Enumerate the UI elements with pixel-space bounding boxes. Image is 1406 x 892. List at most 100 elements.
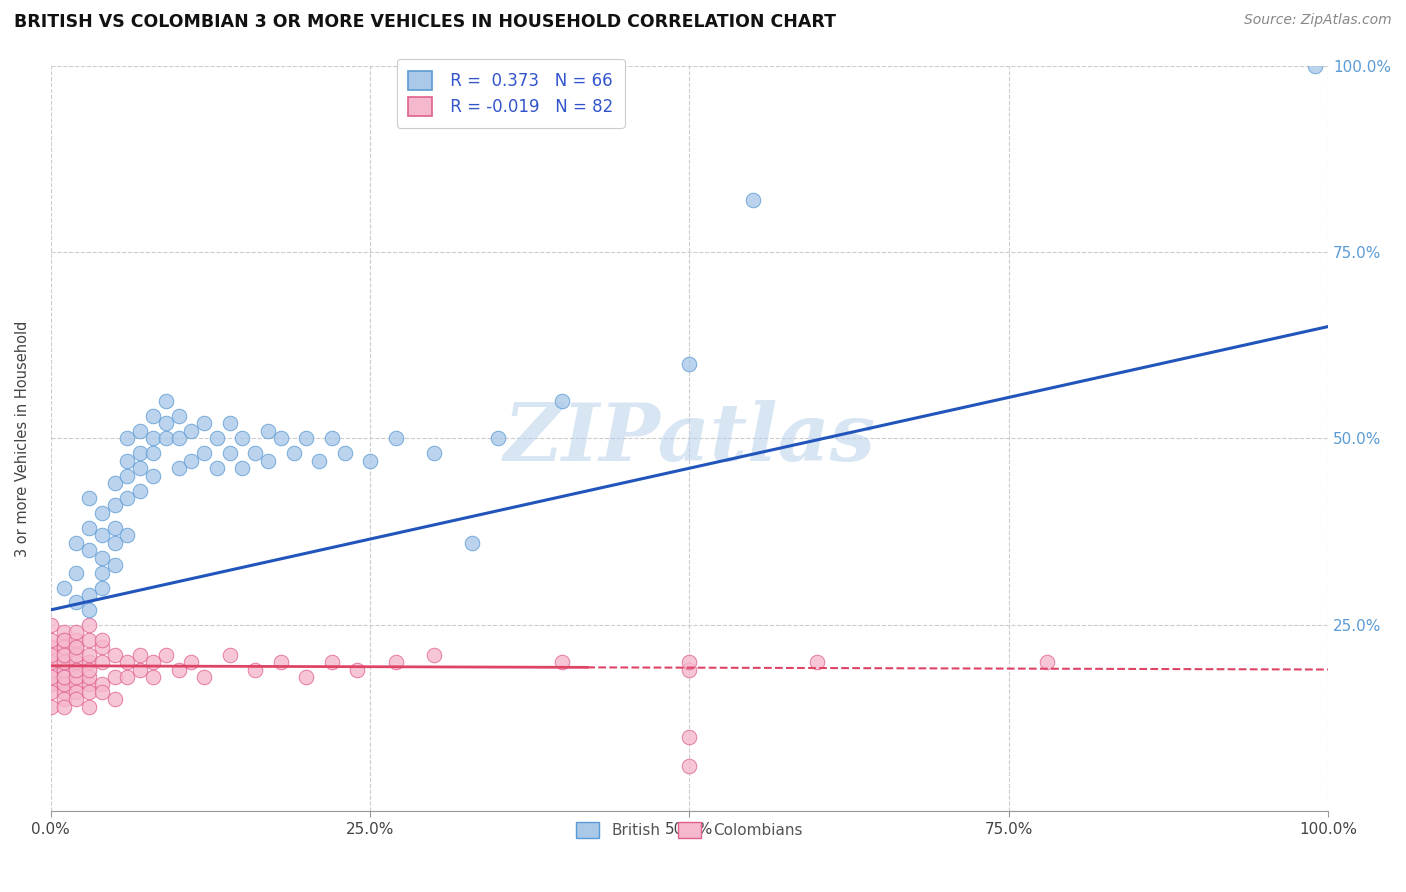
Point (65, 632, 87, 647)
Point (52, 685, 75, 699)
Point (52, 663, 75, 677)
Point (117, 468, 139, 483)
Point (142, 409, 165, 423)
Point (142, 655, 165, 669)
Point (142, 670, 165, 684)
Point (321, 655, 343, 669)
Point (321, 431, 343, 445)
Point (155, 648, 177, 662)
Point (39, 648, 62, 662)
Point (486, 431, 509, 445)
Point (678, 663, 700, 677)
Point (142, 468, 165, 483)
Point (65, 670, 87, 684)
Point (167, 409, 190, 423)
Point (52, 655, 75, 669)
Point (551, 655, 574, 669)
Point (52, 632, 75, 647)
Point (167, 431, 190, 445)
Point (90, 566, 112, 580)
Point (104, 648, 127, 662)
Point (117, 528, 139, 542)
Point (52, 648, 75, 662)
Point (180, 424, 202, 438)
Point (333, 446, 356, 460)
Point (205, 461, 228, 475)
Point (65, 648, 87, 662)
Point (295, 431, 318, 445)
Point (1036, 655, 1059, 669)
Point (39, 655, 62, 669)
Point (257, 454, 280, 468)
Point (77, 655, 100, 669)
Point (90, 581, 112, 595)
Point (308, 454, 330, 468)
Point (218, 648, 240, 662)
Point (117, 655, 139, 669)
Point (65, 640, 87, 655)
Point (180, 655, 202, 669)
Point (52, 640, 75, 655)
Point (77, 670, 100, 684)
Point (423, 446, 446, 460)
Point (551, 394, 574, 409)
Point (77, 632, 100, 647)
Point (65, 685, 87, 699)
Text: Source: ZipAtlas.com: Source: ZipAtlas.com (1244, 13, 1392, 28)
Point (104, 476, 127, 491)
Point (65, 640, 87, 655)
Point (155, 394, 177, 409)
Point (52, 581, 75, 595)
Point (742, 193, 765, 207)
Point (65, 692, 87, 706)
Point (678, 357, 700, 371)
Point (346, 663, 368, 677)
Point (129, 446, 152, 460)
Point (39, 663, 62, 677)
Point (129, 461, 152, 475)
Point (678, 730, 700, 744)
Point (77, 588, 100, 602)
Point (155, 431, 177, 445)
Point (52, 670, 75, 684)
Point (65, 535, 87, 549)
Point (77, 699, 100, 714)
Point (52, 670, 75, 684)
Point (90, 655, 112, 669)
Point (104, 499, 127, 513)
Point (52, 648, 75, 662)
Point (65, 663, 87, 677)
Point (39, 677, 62, 691)
Point (461, 535, 484, 549)
Point (90, 528, 112, 542)
Point (65, 655, 87, 669)
Point (359, 454, 381, 468)
Point (52, 699, 75, 714)
Point (65, 677, 87, 691)
Point (142, 431, 165, 445)
Point (65, 595, 87, 609)
Point (90, 685, 112, 699)
Point (245, 663, 267, 677)
Point (39, 670, 62, 684)
Point (129, 424, 152, 438)
Point (142, 446, 165, 460)
Point (77, 648, 100, 662)
Point (117, 670, 139, 684)
Point (77, 543, 100, 558)
Point (39, 685, 62, 699)
Point (231, 461, 253, 475)
Point (117, 491, 139, 505)
Point (155, 417, 177, 431)
Point (104, 535, 127, 549)
Point (129, 483, 152, 498)
Point (423, 648, 446, 662)
Point (65, 625, 87, 640)
Legend: British, Colombians: British, Colombians (569, 816, 808, 845)
Point (384, 431, 406, 445)
Point (104, 670, 127, 684)
Point (39, 617, 62, 632)
Point (1305, 59, 1327, 73)
Point (218, 446, 240, 460)
Point (806, 655, 828, 669)
